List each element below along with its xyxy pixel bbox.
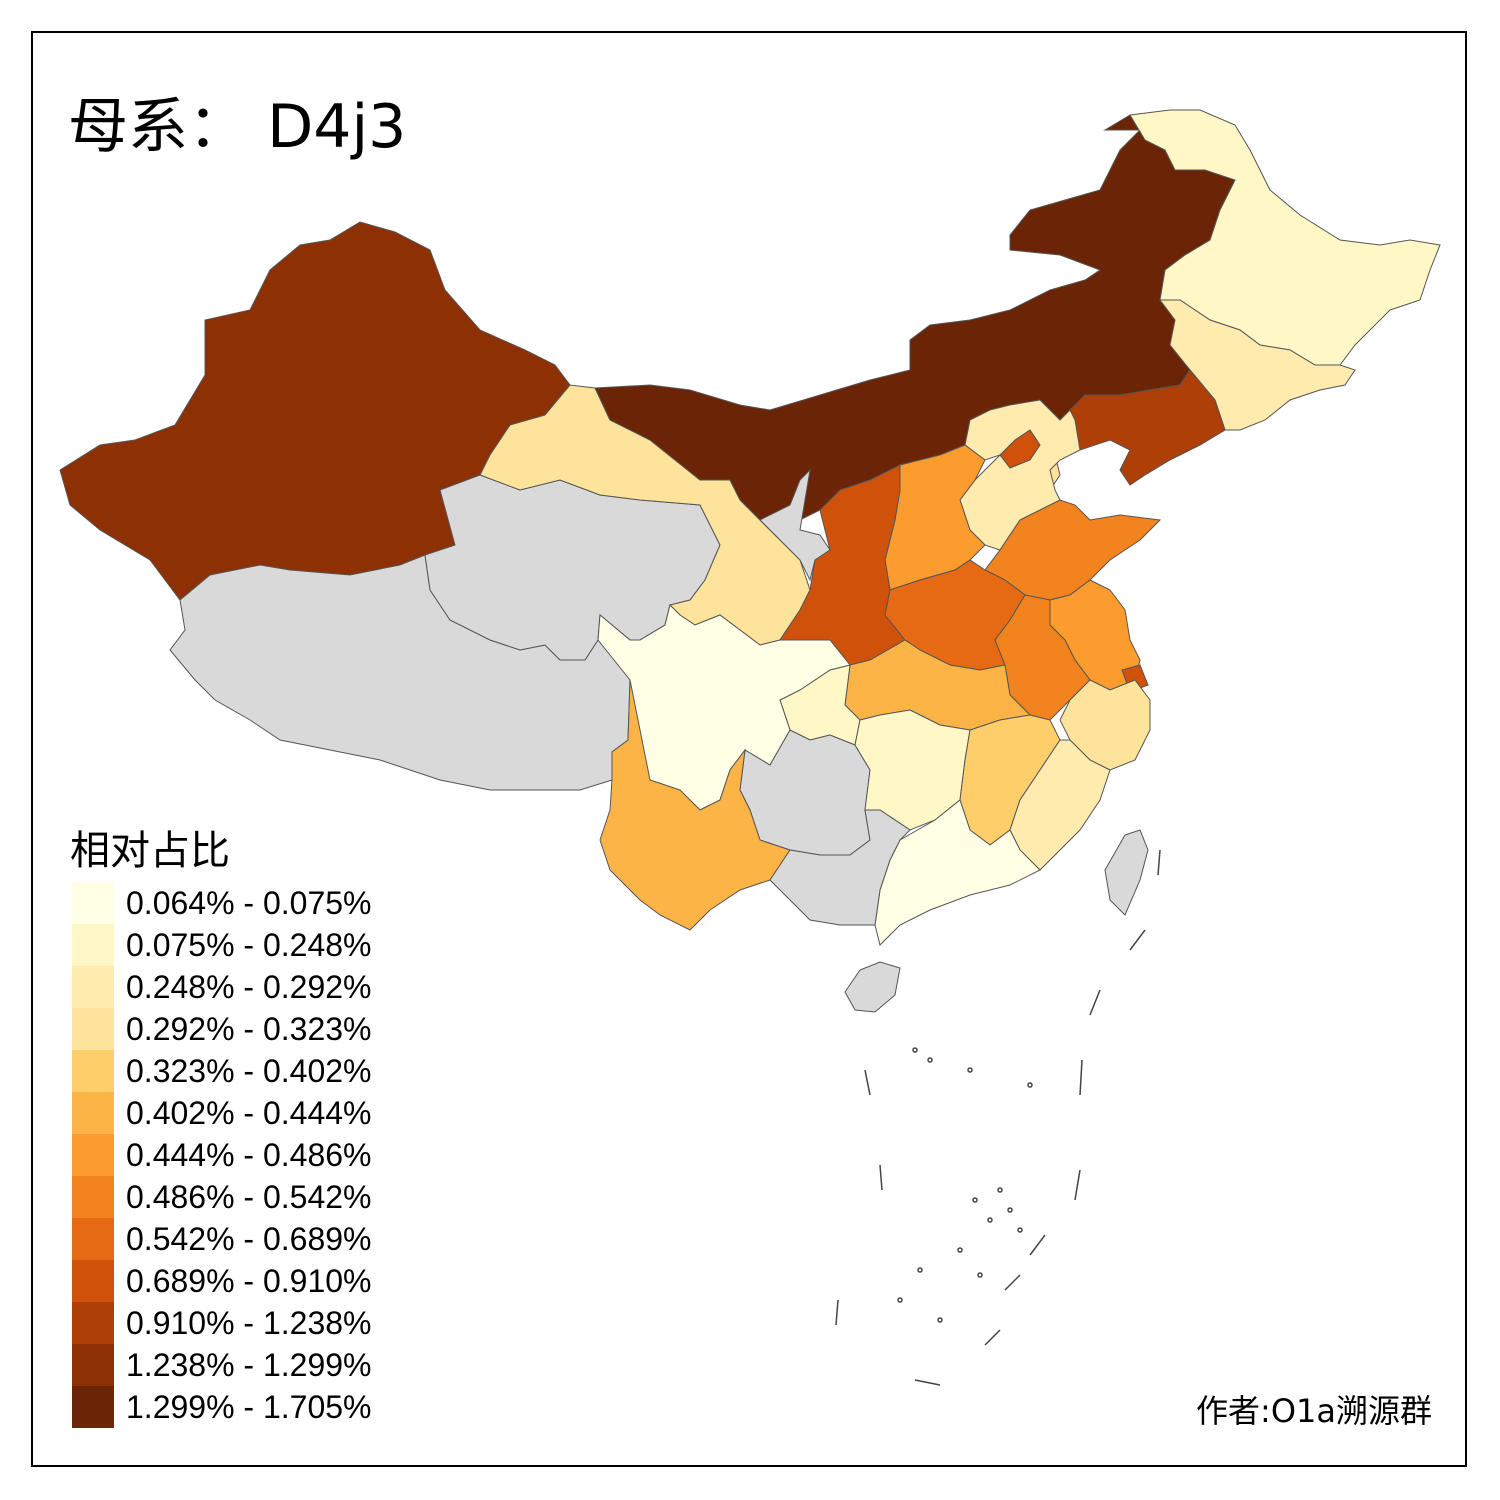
region-ningxia <box>759 468 831 582</box>
island-dot <box>1027 1082 1033 1088</box>
author-credit: 作者:O1a溯源群 <box>1196 1392 1432 1430</box>
boundary-dash <box>914 1379 941 1386</box>
legend-label: 0.248% - 0.292% <box>126 969 372 1005</box>
legend-label: 0.542% - 0.689% <box>126 1221 372 1257</box>
boundary-dash <box>1089 989 1101 1016</box>
legend-swatch <box>72 1008 114 1050</box>
legend-item: 0.075% - 0.248% <box>72 924 402 966</box>
boundary-dash <box>1129 929 1146 951</box>
legend-item: 0.064% - 0.075% <box>72 882 402 924</box>
legend-label: 1.299% - 1.705% <box>126 1389 372 1425</box>
legend-title: 相对占比 <box>70 828 230 874</box>
boundary-dash <box>864 1069 871 1096</box>
map-frame <box>31 31 1467 1467</box>
island-dot <box>957 1247 963 1253</box>
region-hainan <box>844 961 901 1013</box>
legend-swatch <box>72 1218 114 1260</box>
legend-swatch <box>72 1050 114 1092</box>
legend-swatch <box>72 1386 114 1428</box>
region-yunnan <box>599 679 791 931</box>
legend-item: 0.689% - 0.910% <box>72 1260 402 1302</box>
region-zhejiang <box>1059 679 1151 771</box>
legend-label: 0.292% - 0.323% <box>126 1011 372 1047</box>
legend: 0.064% - 0.075% 0.075% - 0.248% 0.248% - 0… <box>72 882 402 1428</box>
legend-label: 0.323% - 0.402% <box>126 1053 372 1089</box>
legend-swatch <box>72 1134 114 1176</box>
island-dot <box>917 1267 923 1273</box>
legend-label: 0.910% - 1.238% <box>126 1305 372 1341</box>
legend-swatch <box>72 882 114 924</box>
region-guangxi <box>769 809 911 926</box>
island-dot <box>987 1217 993 1223</box>
boundary-dash <box>879 1164 883 1191</box>
boundary-dash <box>1004 1274 1021 1291</box>
region-taiwan <box>1104 829 1149 916</box>
island-dot <box>997 1187 1003 1193</box>
boundary-dash <box>1157 849 1161 876</box>
island-dot <box>912 1047 918 1053</box>
legend-item: 0.323% - 0.402% <box>72 1050 402 1092</box>
legend-label: 0.402% - 0.444% <box>126 1095 372 1131</box>
legend-label: 0.075% - 0.248% <box>126 927 372 963</box>
legend-swatch <box>72 1260 114 1302</box>
legend-label: 0.444% - 0.486% <box>126 1137 372 1173</box>
legend-item: 0.248% - 0.292% <box>72 966 402 1008</box>
legend-swatch <box>72 1302 114 1344</box>
island-dot <box>927 1057 933 1063</box>
legend-swatch <box>72 1176 114 1218</box>
island-dot <box>967 1067 973 1073</box>
boundary-dash <box>1029 1234 1046 1256</box>
legend-item: 1.299% - 1.705% <box>72 1386 402 1428</box>
legend-swatch <box>72 1092 114 1134</box>
island-dot <box>977 1272 983 1278</box>
boundary-dash <box>1079 1059 1083 1096</box>
boundary-dash <box>835 1299 839 1326</box>
legend-item: 0.292% - 0.323% <box>72 1008 402 1050</box>
legend-label: 0.689% - 0.910% <box>126 1263 372 1299</box>
island-dot <box>937 1317 943 1323</box>
boundary-dash <box>1074 1169 1081 1201</box>
south-sea-islands <box>835 849 1161 1386</box>
map-title: 母系： D4j3 <box>68 92 407 162</box>
island-dot <box>897 1297 903 1303</box>
legend-item: 0.402% - 0.444% <box>72 1092 402 1134</box>
legend-item: 0.910% - 1.238% <box>72 1302 402 1344</box>
legend-item: 0.486% - 0.542% <box>72 1176 402 1218</box>
island-dot <box>1007 1207 1013 1213</box>
legend-swatch <box>72 924 114 966</box>
island-dot <box>972 1197 978 1203</box>
boundary-dash <box>984 1329 1001 1346</box>
island-dot <box>1017 1227 1023 1233</box>
legend-label: 0.064% - 0.075% <box>126 885 372 921</box>
legend-item: 0.542% - 0.689% <box>72 1218 402 1260</box>
legend-item: 0.444% - 0.486% <box>72 1134 402 1176</box>
legend-item: 1.238% - 1.299% <box>72 1344 402 1386</box>
legend-label: 0.486% - 0.542% <box>126 1179 372 1215</box>
legend-swatch <box>72 1344 114 1386</box>
legend-swatch <box>72 966 114 1008</box>
legend-label: 1.238% - 1.299% <box>126 1347 372 1383</box>
